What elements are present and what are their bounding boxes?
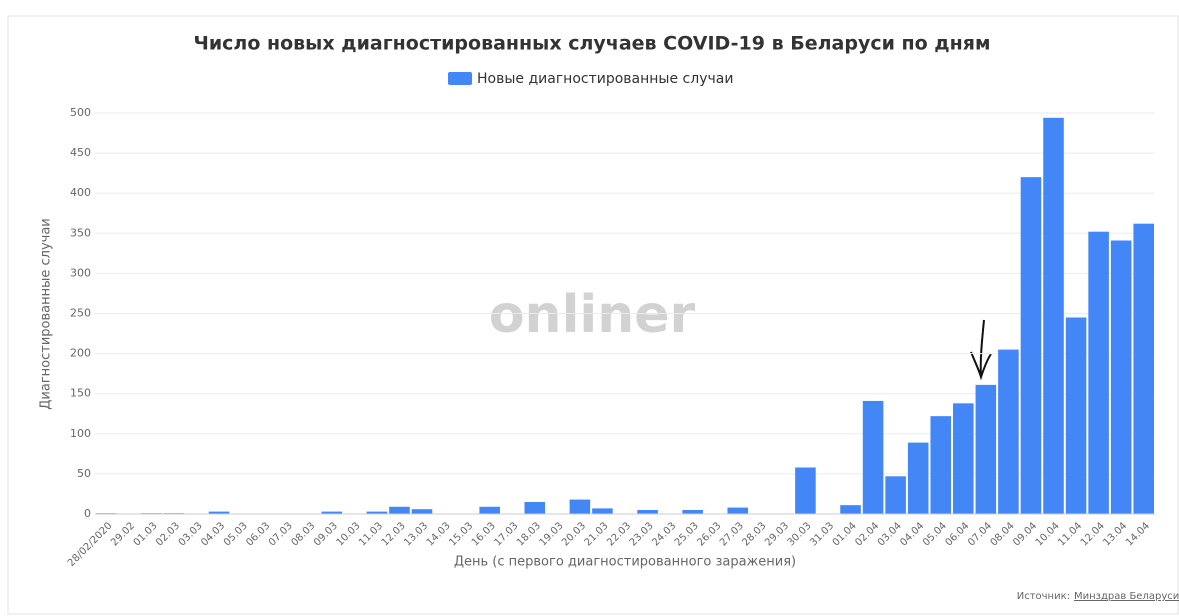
bar — [389, 506, 410, 514]
bar — [930, 416, 952, 514]
bar — [862, 400, 884, 514]
x-axis-title: День (с первого диагностированного зараж… — [454, 555, 796, 570]
bar — [682, 509, 703, 514]
y-tick-label: 500 — [70, 106, 91, 119]
bar — [975, 384, 997, 514]
legend-label: Новые диагностированные случаи — [477, 71, 733, 87]
y-tick-label: 400 — [70, 186, 91, 199]
bar — [907, 442, 929, 514]
y-tick-label: 100 — [70, 427, 91, 440]
bar — [998, 349, 1019, 514]
bar — [1065, 317, 1087, 514]
bar — [795, 467, 816, 514]
y-tick-label: 450 — [70, 146, 91, 159]
bar — [1110, 240, 1132, 514]
bar — [569, 499, 591, 514]
y-tick-label: 50 — [77, 467, 91, 480]
y-tick-label: 250 — [70, 307, 91, 320]
y-tick-label: 350 — [70, 226, 91, 239]
y-tick-label: 300 — [70, 266, 91, 279]
source-label: Источник: — [1017, 591, 1070, 602]
bar — [479, 506, 500, 514]
source-link[interactable]: Минздрав Беларуси — [1074, 591, 1179, 602]
bar — [1020, 177, 1042, 514]
chart-title: Число новых диагностированных случаев CO… — [193, 33, 990, 55]
bar — [840, 505, 861, 514]
bar — [524, 501, 546, 514]
bar — [1088, 231, 1109, 515]
bar — [727, 507, 749, 514]
watermark: onliner — [489, 285, 696, 345]
bar — [885, 476, 906, 514]
bar — [411, 509, 433, 514]
legend-swatch — [448, 72, 472, 85]
y-tick-label: 150 — [70, 387, 91, 400]
bar — [637, 509, 658, 514]
bar — [953, 403, 974, 514]
bar — [321, 511, 343, 514]
bar — [1133, 223, 1154, 514]
bar — [208, 511, 230, 514]
bar — [1043, 117, 1064, 514]
y-tick-label: 0 — [84, 507, 91, 520]
hand-arrow — [970, 319, 992, 381]
bar — [592, 508, 613, 514]
y-axis-title: Диагностированные случаи — [39, 218, 54, 410]
y-tick-label: 200 — [70, 347, 91, 360]
bar — [366, 511, 388, 514]
